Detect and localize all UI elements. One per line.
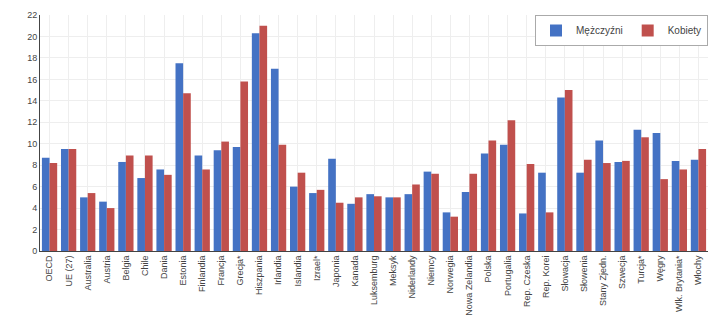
svg-text:Portugalia: Portugalia — [503, 256, 513, 297]
svg-text:Kanada: Kanada — [350, 256, 360, 287]
svg-text:Izrael*: Izrael* — [312, 255, 322, 281]
svg-text:16: 16 — [27, 75, 37, 85]
svg-text:Australia: Australia — [83, 256, 93, 291]
svg-text:Niemcy: Niemcy — [426, 255, 436, 286]
svg-text:Chile: Chile — [140, 256, 150, 277]
svg-text:12: 12 — [27, 117, 37, 127]
svg-text:UE (27): UE (27) — [64, 256, 74, 287]
svg-text:Wlk. Brytania*: Wlk. Brytania* — [674, 255, 684, 312]
svg-text:Niderlandy: Niderlandy — [407, 255, 417, 299]
svg-text:Finlandia: Finlandia — [197, 256, 207, 293]
svg-text:Grecja*: Grecja* — [235, 255, 245, 286]
svg-text:OECD: OECD — [44, 255, 54, 282]
svg-text:Francja: Francja — [216, 256, 226, 286]
svg-text:Luksemburg: Luksemburg — [369, 256, 379, 306]
svg-text:4: 4 — [32, 203, 37, 213]
svg-text:Islandia: Islandia — [293, 256, 303, 287]
svg-text:Stany Zjedn.: Stany Zjedn. — [598, 256, 608, 307]
svg-text:Japonia: Japonia — [331, 256, 341, 288]
svg-text:Węgry: Węgry — [655, 255, 665, 282]
svg-text:Irlandia: Irlandia — [273, 256, 283, 286]
svg-text:22: 22 — [27, 10, 37, 20]
svg-text:6: 6 — [32, 182, 37, 192]
svg-text:Polska: Polska — [483, 256, 493, 283]
svg-text:Słowenia: Słowenia — [579, 256, 589, 293]
svg-text:2: 2 — [32, 225, 37, 235]
svg-text:Meksyk: Meksyk — [388, 255, 398, 286]
svg-text:Estonia: Estonia — [178, 256, 188, 286]
svg-text:Dania: Dania — [159, 256, 169, 280]
svg-text:0: 0 — [32, 246, 37, 256]
svg-text:Słowacja: Słowacja — [560, 256, 570, 292]
svg-text:8: 8 — [32, 160, 37, 170]
svg-text:Turcja*: Turcja* — [636, 255, 646, 284]
svg-text:Belgia: Belgia — [121, 256, 131, 281]
svg-text:Nowa Zelandia: Nowa Zelandia — [464, 256, 474, 316]
svg-text:10: 10 — [27, 139, 37, 149]
svg-text:Norwegia: Norwegia — [445, 256, 455, 294]
svg-text:Mężczyźni: Mężczyźni — [576, 25, 623, 36]
svg-text:20: 20 — [27, 32, 37, 42]
svg-text:Rep. Korei: Rep. Korei — [541, 256, 551, 299]
svg-text:Kobiety: Kobiety — [668, 25, 701, 36]
svg-text:Włochy: Włochy — [693, 255, 703, 285]
svg-text:Hiszpania: Hiszpania — [254, 256, 264, 296]
svg-text:Austria: Austria — [102, 256, 112, 284]
svg-text:Szwecja: Szwecja — [617, 256, 627, 290]
svg-text:18: 18 — [27, 53, 37, 63]
svg-text:14: 14 — [27, 96, 37, 106]
svg-text:Rep. Czeska: Rep. Czeska — [522, 256, 532, 308]
